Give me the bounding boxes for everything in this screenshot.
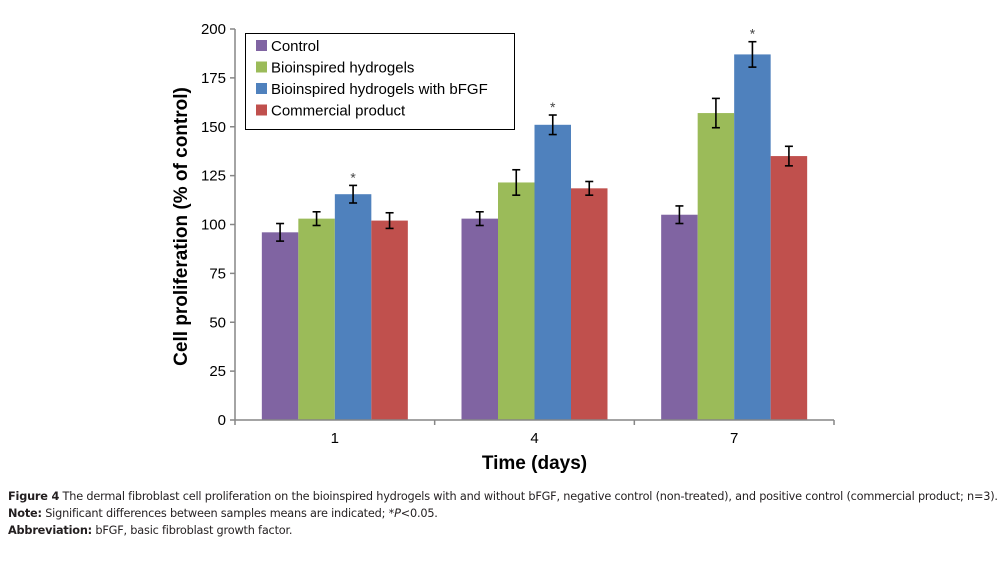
y-axis-title: Cell proliferation (% of control) bbox=[171, 87, 192, 366]
caption-main: Figure 4 The dermal fibroblast cell prol… bbox=[8, 488, 998, 505]
legend-label: Bioinspired hydrogels with bFGF bbox=[271, 81, 488, 98]
significance-star: * bbox=[550, 99, 556, 115]
legend-label: Control bbox=[271, 38, 319, 55]
note-text: Significant differences between samples … bbox=[41, 507, 395, 520]
y-tick-label: 100 bbox=[201, 217, 226, 234]
bars-group bbox=[261, 54, 808, 421]
legend-swatch bbox=[256, 40, 267, 51]
bar-bioinspired-hydrogels-day-4 bbox=[498, 182, 535, 420]
error-bars-group bbox=[276, 40, 793, 242]
significance-markers: * * * bbox=[350, 26, 755, 186]
bar-bioinspired-hydrogels-day-1 bbox=[298, 218, 335, 420]
bar-control-day-7 bbox=[661, 214, 698, 420]
legend: Control Bioinspired hydrogels Bioinspired … bbox=[245, 33, 515, 130]
y-tick-label: 175 bbox=[201, 70, 226, 87]
x-axis-title: Time (days) bbox=[482, 453, 587, 474]
bar-control-day-1 bbox=[261, 232, 299, 420]
y-ticks: 0 25 50 75 100 125 150 175 200 bbox=[201, 21, 235, 429]
bar-control-day-4 bbox=[461, 218, 498, 420]
bar-commercial-product-day-1 bbox=[371, 220, 408, 420]
caption-note: Note: Significant differences between sa… bbox=[8, 505, 998, 522]
caption-abbreviation: Abbreviation: bFGF, basic fibroblast gro… bbox=[8, 522, 998, 539]
y-tick-label: 125 bbox=[201, 168, 226, 185]
note-italic-p: P bbox=[394, 507, 401, 520]
legend-label: Bioinspired hydrogels bbox=[271, 60, 414, 77]
bar-bioinspired-hydrogels-day-7 bbox=[697, 113, 735, 420]
legend-swatch bbox=[256, 83, 267, 94]
significance-star: * bbox=[350, 169, 356, 185]
figure-label: Figure 4 bbox=[8, 490, 60, 503]
abbreviation-label: Abbreviation: bbox=[8, 524, 93, 537]
figure-caption: Figure 4 The dermal fibroblast cell prol… bbox=[8, 488, 998, 539]
y-tick-label: 150 bbox=[201, 119, 226, 136]
figure-text: The dermal fibroblast cell proliferation… bbox=[59, 490, 998, 503]
x-tick-label: 7 bbox=[730, 430, 738, 447]
y-tick-label: 0 bbox=[218, 412, 226, 429]
legend-swatch bbox=[256, 104, 267, 116]
legend-box bbox=[245, 33, 515, 130]
bar-bioinspired-hydrogels-with-bfgf-day-7 bbox=[734, 54, 771, 420]
y-tick-label: 50 bbox=[209, 314, 226, 331]
legend-swatch bbox=[256, 61, 267, 73]
note-label: Note: bbox=[8, 507, 42, 520]
y-tick-label: 75 bbox=[209, 265, 226, 282]
significance-star: * bbox=[750, 26, 756, 42]
bar-chart: * * * 0 25 50 75 100 125 150 175 200 1 4 7 Cell prol… bbox=[171, 21, 835, 474]
bar-commercial-product-day-4 bbox=[571, 188, 608, 420]
x-ticks: 1 4 7 bbox=[234, 420, 835, 447]
x-tick-label: 4 bbox=[530, 430, 538, 447]
bar-bioinspired-hydrogels-with-bfgf-day-1 bbox=[334, 194, 372, 420]
legend-label: Commercial product bbox=[271, 103, 406, 120]
abbreviation-text: bFGF, basic fibroblast growth factor. bbox=[92, 524, 293, 537]
x-tick-label: 1 bbox=[331, 430, 339, 447]
note-text-post: <0.05. bbox=[400, 507, 438, 520]
bar-bioinspired-hydrogels-with-bfgf-day-4 bbox=[534, 124, 571, 421]
bar-commercial-product-day-7 bbox=[770, 156, 808, 420]
y-tick-label: 25 bbox=[209, 363, 226, 380]
y-tick-label: 200 bbox=[201, 21, 226, 38]
